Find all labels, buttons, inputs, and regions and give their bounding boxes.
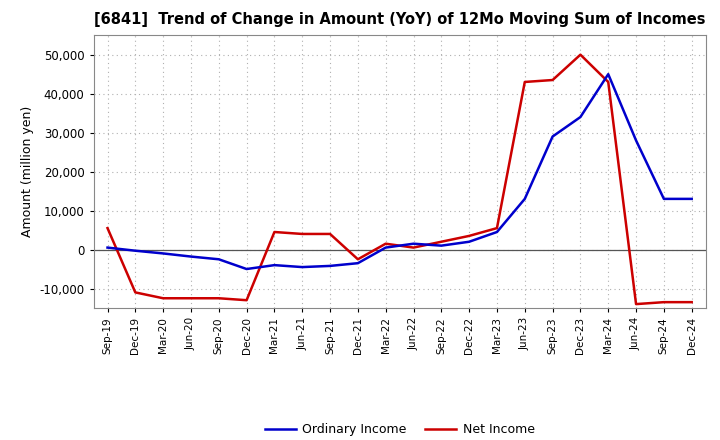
Net Income <box>631 301 640 307</box>
Title: [6841]  Trend of Change in Amount (YoY) of 12Mo Moving Sum of Incomes: [6841] Trend of Change in Amount (YoY) o… <box>94 12 706 27</box>
Ordinary Income <box>242 266 251 271</box>
Net Income <box>159 296 168 301</box>
Y-axis label: Amount (million yen): Amount (million yen) <box>21 106 34 237</box>
Ordinary Income <box>688 196 696 202</box>
Ordinary Income <box>465 239 474 244</box>
Ordinary Income <box>186 254 195 259</box>
Net Income <box>354 257 362 262</box>
Ordinary Income <box>131 248 140 253</box>
Ordinary Income <box>215 257 223 262</box>
Ordinary Income <box>409 241 418 246</box>
Ordinary Income <box>631 138 640 143</box>
Ordinary Income <box>325 263 334 268</box>
Net Income <box>409 245 418 250</box>
Net Income <box>103 225 112 231</box>
Net Income <box>688 300 696 305</box>
Net Income <box>465 233 474 238</box>
Net Income <box>576 52 585 57</box>
Ordinary Income <box>159 251 168 256</box>
Line: Net Income: Net Income <box>107 55 692 304</box>
Ordinary Income <box>492 229 501 235</box>
Net Income <box>131 290 140 295</box>
Ordinary Income <box>604 72 613 77</box>
Net Income <box>215 296 223 301</box>
Net Income <box>382 241 390 246</box>
Net Income <box>325 231 334 237</box>
Ordinary Income <box>270 263 279 268</box>
Ordinary Income <box>382 245 390 250</box>
Net Income <box>270 229 279 235</box>
Ordinary Income <box>354 260 362 266</box>
Ordinary Income <box>298 264 307 270</box>
Net Income <box>549 77 557 83</box>
Line: Ordinary Income: Ordinary Income <box>107 74 692 269</box>
Net Income <box>604 79 613 84</box>
Net Income <box>186 296 195 301</box>
Net Income <box>660 300 668 305</box>
Ordinary Income <box>549 134 557 139</box>
Legend: Ordinary Income, Net Income: Ordinary Income, Net Income <box>259 418 540 440</box>
Ordinary Income <box>521 196 529 202</box>
Net Income <box>492 225 501 231</box>
Net Income <box>242 297 251 303</box>
Ordinary Income <box>576 114 585 120</box>
Ordinary Income <box>437 243 446 248</box>
Ordinary Income <box>660 196 668 202</box>
Net Income <box>298 231 307 237</box>
Ordinary Income <box>103 245 112 250</box>
Net Income <box>521 79 529 84</box>
Net Income <box>437 239 446 244</box>
